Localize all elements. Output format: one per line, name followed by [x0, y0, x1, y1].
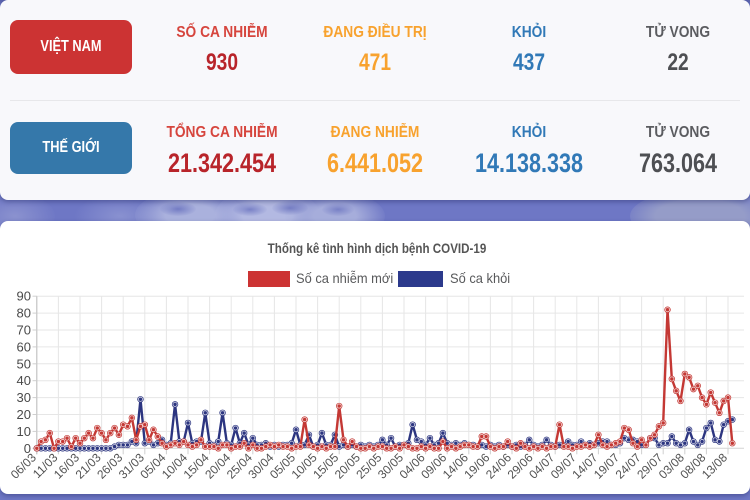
svg-text:40: 40 — [17, 373, 31, 388]
svg-text:60: 60 — [17, 339, 31, 354]
svg-text:13/08: 13/08 — [699, 450, 730, 481]
svg-text:0: 0 — [24, 441, 31, 456]
svg-text:50: 50 — [17, 356, 31, 371]
svg-text:70: 70 — [17, 323, 31, 338]
svg-text:80: 80 — [17, 306, 31, 321]
svg-text:90: 90 — [17, 289, 31, 304]
svg-text:30: 30 — [17, 390, 31, 405]
svg-text:10: 10 — [17, 424, 31, 439]
svg-text:20: 20 — [17, 407, 31, 422]
